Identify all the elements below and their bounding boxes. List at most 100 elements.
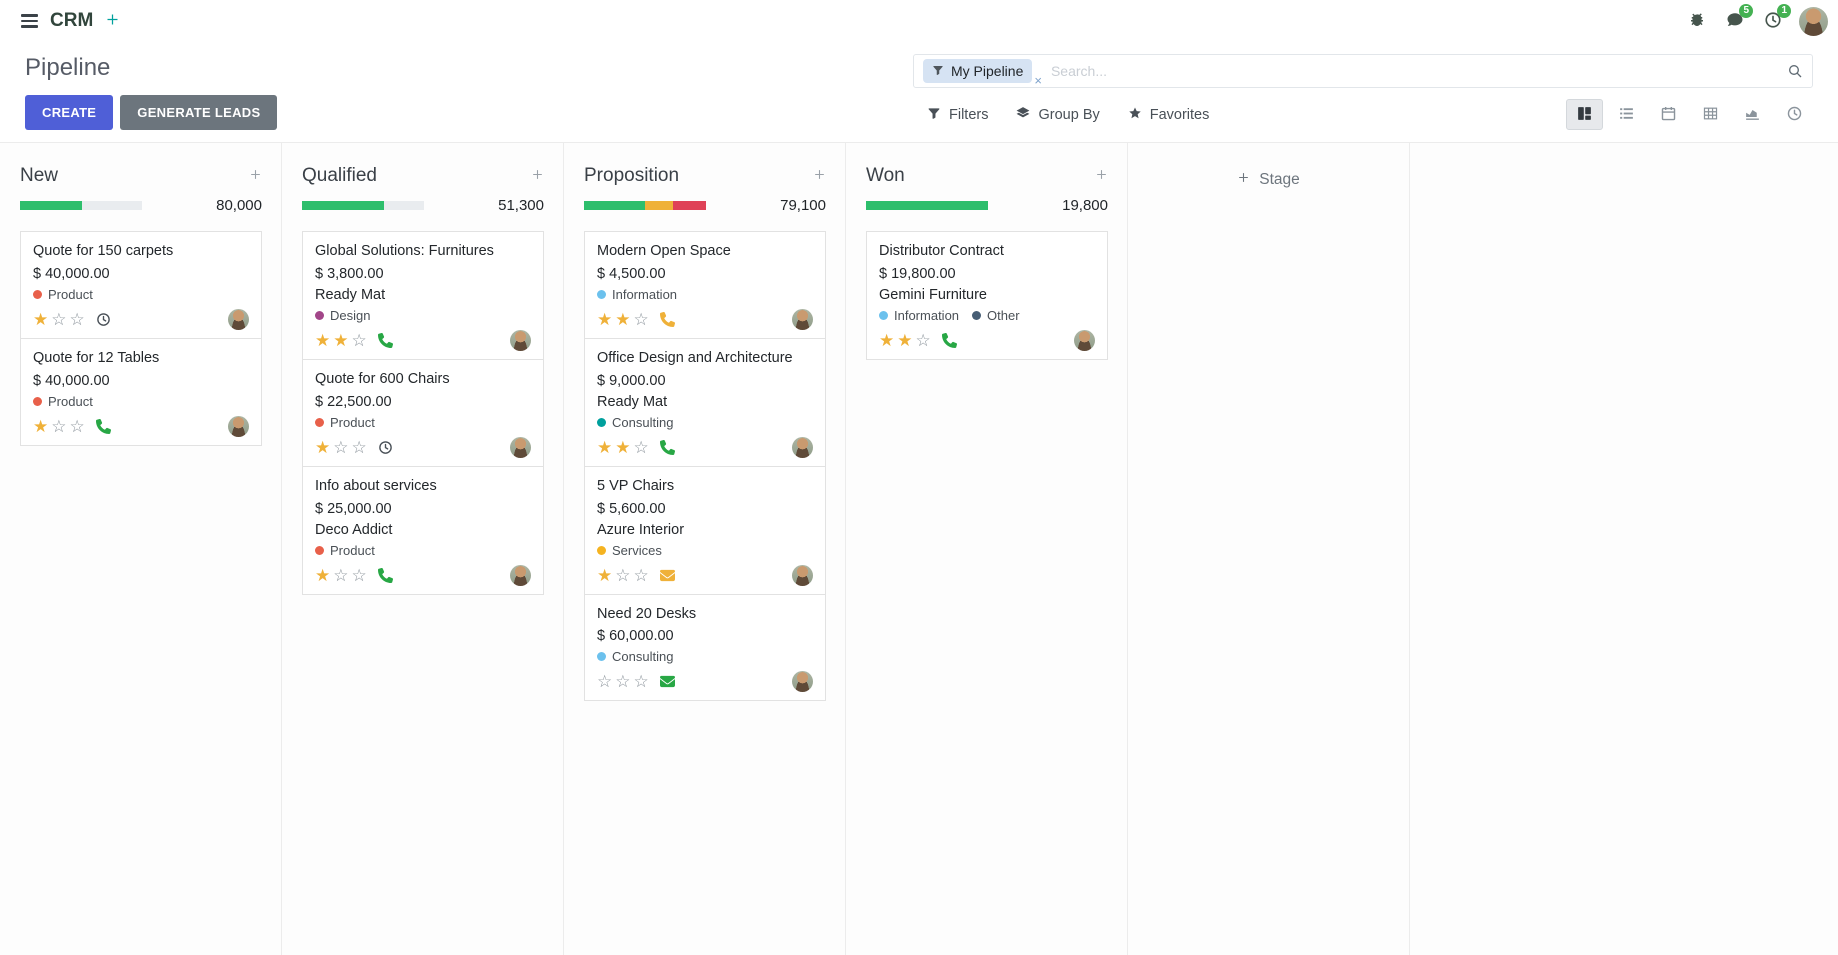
column-progressbar[interactable] <box>302 201 424 210</box>
progress-segment-success[interactable] <box>20 201 83 210</box>
priority-star[interactable]: ☆ <box>69 309 85 329</box>
priority-star[interactable]: ☆ <box>915 330 931 350</box>
kanban-card[interactable]: Quote for 150 carpets $ 40,000.00 Product ★… <box>20 231 262 339</box>
card-tag[interactable]: Product <box>33 394 93 409</box>
facet-remove-icon[interactable]: × <box>1034 72 1042 88</box>
priority-star[interactable]: ☆ <box>333 437 349 457</box>
priority-star[interactable]: ☆ <box>615 565 631 585</box>
column-progressbar[interactable] <box>866 201 988 210</box>
kanban-card[interactable]: 5 VP Chairs $ 5,600.00 Azure Interior Servi… <box>584 465 826 595</box>
priority-star[interactable]: ☆ <box>51 416 67 436</box>
kanban-card[interactable]: Quote for 12 Tables $ 40,000.00 Product ★ ☆ ☆ <box>20 337 262 446</box>
progress-segment-warning[interactable] <box>645 201 674 210</box>
priority-star[interactable]: ★ <box>33 309 49 329</box>
view-graph-button[interactable] <box>1734 99 1771 130</box>
progress-segment-muted[interactable] <box>82 201 142 210</box>
progress-segment-success[interactable] <box>866 201 988 210</box>
envelope-activity-icon[interactable] <box>659 568 675 583</box>
quick-add-button[interactable] <box>101 8 124 34</box>
clock-activity-icon[interactable] <box>378 440 393 455</box>
messages-button[interactable]: 5 <box>1717 0 1753 42</box>
clock-activity-icon[interactable] <box>96 312 111 327</box>
column-quick-create-button[interactable] <box>531 168 544 184</box>
priority-star[interactable]: ★ <box>333 330 349 350</box>
kanban-card[interactable]: Global Solutions: Furnitures $ 3,800.00 Re… <box>302 231 544 360</box>
priority-star[interactable]: ☆ <box>351 565 367 585</box>
card-tag[interactable]: Product <box>315 543 375 558</box>
column-quick-create-button[interactable] <box>813 168 826 184</box>
kanban-card[interactable]: Distributor Contract $ 19,800.00 Gemini Fu… <box>866 231 1108 360</box>
card-tag[interactable]: Product <box>33 287 93 302</box>
card-tag[interactable]: Information <box>597 287 677 302</box>
search-input[interactable] <box>1041 63 1787 79</box>
priority-star[interactable]: ★ <box>897 330 913 350</box>
column-progressbar[interactable] <box>584 201 706 210</box>
priority-star[interactable]: ★ <box>615 309 631 329</box>
view-kanban-button[interactable] <box>1566 99 1603 130</box>
phone-activity-icon[interactable] <box>95 418 111 434</box>
add-stage-button[interactable]: Stage <box>1237 171 1300 189</box>
app-name[interactable]: CRM <box>50 10 94 31</box>
generate-leads-button[interactable]: GENERATE LEADS <box>120 95 278 130</box>
view-activity-button[interactable] <box>1776 99 1813 130</box>
view-pivot-button[interactable] <box>1692 99 1729 130</box>
search-icon[interactable] <box>1787 63 1803 79</box>
priority-star[interactable]: ★ <box>597 309 613 329</box>
envelope-activity-icon[interactable] <box>659 674 675 689</box>
phone-activity-icon[interactable] <box>659 311 675 327</box>
phone-activity-icon[interactable] <box>377 567 393 583</box>
column-progressbar[interactable] <box>20 201 142 210</box>
view-calendar-button[interactable] <box>1650 99 1687 130</box>
phone-activity-icon[interactable] <box>941 332 957 348</box>
priority-star[interactable]: ☆ <box>633 309 649 329</box>
priority-star[interactable]: ☆ <box>51 309 67 329</box>
priority-star[interactable]: ☆ <box>69 416 85 436</box>
card-tag[interactable]: Consulting <box>597 415 673 430</box>
column-quick-create-button[interactable] <box>1095 168 1108 184</box>
priority-star[interactable]: ☆ <box>633 565 649 585</box>
view-list-button[interactable] <box>1608 99 1645 130</box>
kanban-card[interactable]: Info about services $ 25,000.00 Deco Addic… <box>302 465 544 595</box>
priority-star[interactable]: ☆ <box>615 672 631 692</box>
card-tag[interactable]: Product <box>315 415 375 430</box>
apps-menu-button[interactable] <box>10 0 48 42</box>
filters-button[interactable]: Filters <box>927 106 988 124</box>
card-tag[interactable]: Consulting <box>597 649 673 664</box>
priority-star[interactable]: ☆ <box>351 330 367 350</box>
progress-segment-danger[interactable] <box>673 201 706 210</box>
priority-star[interactable]: ★ <box>315 437 331 457</box>
favorites-button[interactable]: Favorites <box>1128 106 1209 124</box>
priority-star[interactable]: ☆ <box>633 437 649 457</box>
progress-segment-success[interactable] <box>584 201 645 210</box>
priority-star[interactable]: ★ <box>615 437 631 457</box>
priority-star[interactable]: ★ <box>597 437 613 457</box>
create-button[interactable]: CREATE <box>25 95 114 130</box>
priority-star[interactable]: ★ <box>33 416 49 436</box>
group-by-button[interactable]: Group By <box>1016 106 1100 124</box>
priority-star[interactable]: ☆ <box>633 672 649 692</box>
card-tag[interactable]: Design <box>315 308 370 323</box>
kanban-card[interactable]: Quote for 600 Chairs $ 22,500.00 Product ★ ☆… <box>302 358 544 467</box>
kanban-card[interactable]: Need 20 Desks $ 60,000.00 Consulting ☆ ☆ ☆ <box>584 593 826 702</box>
activities-button[interactable]: 1 <box>1755 0 1791 42</box>
card-tag[interactable]: Information <box>879 308 959 323</box>
phone-activity-icon[interactable] <box>659 439 675 455</box>
card-tag[interactable]: Other <box>972 308 1020 323</box>
priority-star[interactable]: ☆ <box>597 672 613 692</box>
priority-star[interactable]: ★ <box>597 565 613 585</box>
kanban-card[interactable]: Office Design and Architecture $ 9,000.00… <box>584 337 826 467</box>
priority-star[interactable]: ★ <box>315 330 331 350</box>
priority-star[interactable]: ★ <box>315 565 331 585</box>
search-facet[interactable]: My Pipeline <box>923 59 1033 83</box>
progress-segment-success[interactable] <box>302 201 384 210</box>
kanban-card[interactable]: Modern Open Space $ 4,500.00 Information ★ ★… <box>584 231 826 339</box>
priority-star[interactable]: ☆ <box>351 437 367 457</box>
user-menu-avatar[interactable] <box>1799 6 1828 36</box>
debug-button[interactable] <box>1679 0 1715 42</box>
column-quick-create-button[interactable] <box>249 168 262 184</box>
card-tag[interactable]: Services <box>597 543 662 558</box>
phone-activity-icon[interactable] <box>377 332 393 348</box>
priority-star[interactable]: ★ <box>879 330 895 350</box>
priority-star[interactable]: ☆ <box>333 565 349 585</box>
progress-segment-muted[interactable] <box>383 201 424 210</box>
